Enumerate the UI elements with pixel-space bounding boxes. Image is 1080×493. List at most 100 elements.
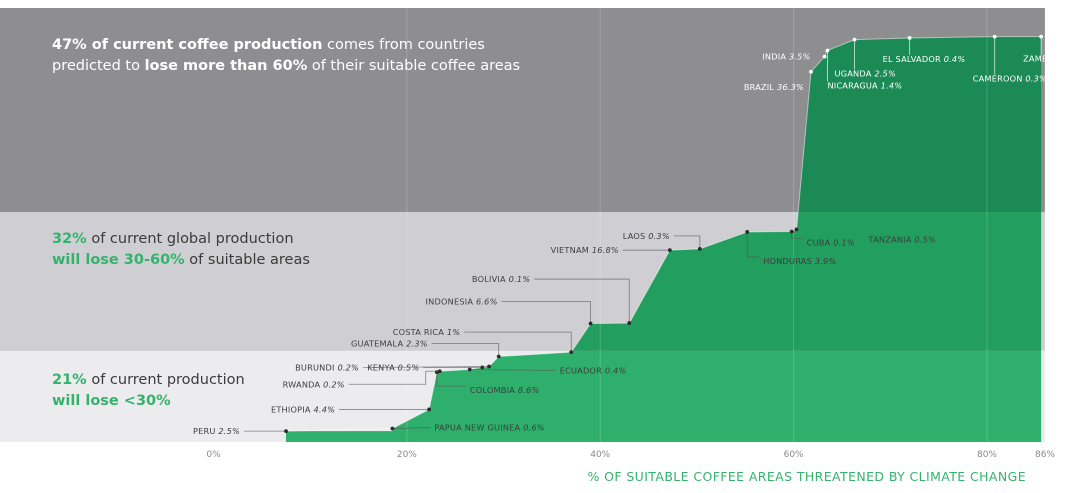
leader-rwanda xyxy=(348,370,440,385)
country-share: 0.5% xyxy=(914,234,936,244)
country-share: 0.6% xyxy=(523,423,545,433)
band-text-line: predicted to lose more than 60% of their… xyxy=(52,58,521,74)
point-brazil xyxy=(809,69,813,74)
x-tick-40: 40% xyxy=(590,450,610,460)
country-name: COLOMBIA xyxy=(470,385,518,395)
label-papua-new-guinea: PAPUA NEW GUINEA 0.6% xyxy=(434,423,544,433)
point-guatemala xyxy=(496,354,501,359)
label-burundi: BURUNDI 0.2% xyxy=(295,362,359,372)
band-text-line: will lose <30% xyxy=(52,393,171,409)
leader-papua-new-guinea xyxy=(392,427,431,429)
point-el-salvador xyxy=(907,36,912,40)
leader-burundi xyxy=(363,366,490,368)
point-bolivia xyxy=(627,321,632,325)
point-ethiopia xyxy=(427,407,432,412)
label-colombia: COLOMBIA 8.6% xyxy=(470,385,540,395)
country-share: 0.1% xyxy=(509,274,531,284)
label-el-salvador: EL SALVADOR 0.4% xyxy=(883,54,966,64)
country-share: 2.3% xyxy=(406,339,428,349)
country-share: 1% xyxy=(447,327,460,337)
band-text-high: 47% of current coffee production comes f… xyxy=(52,35,520,77)
country-name: ECUADOR xyxy=(560,366,605,376)
point-zambia xyxy=(1039,34,1044,39)
leader-guatemala xyxy=(431,343,500,357)
country-share: 0.3% xyxy=(1025,74,1047,84)
country-name: BOLIVIA xyxy=(472,274,509,284)
leader-costa-rica xyxy=(464,331,572,353)
point-cameroon xyxy=(992,34,997,39)
country-name: COSTA RICA xyxy=(393,327,447,337)
x-tick-0: 0% xyxy=(206,450,221,460)
y-axis-title: CUMULATED % OF WORLD COFFEE PRODUCTION xyxy=(1056,102,1070,407)
leader-cuba xyxy=(791,231,803,239)
label-cuba: CUBA 0.1% xyxy=(807,238,855,248)
country-name: GUATEMALA xyxy=(351,339,406,349)
point-kenya xyxy=(480,365,485,370)
country-name: CUBA xyxy=(807,238,834,248)
country-share: 2.5% xyxy=(874,69,896,79)
x-tick-80: 80% xyxy=(977,450,997,460)
country-share: 0% xyxy=(1059,54,1072,64)
label-vietnam: VIETNAM 16.8% xyxy=(551,245,619,255)
country-share: 3.5% xyxy=(789,52,811,62)
country-name: ZAMBIA xyxy=(1023,54,1059,64)
country-name: BURUNDI xyxy=(295,362,337,372)
country-share: 0.2% xyxy=(337,362,359,372)
label-zambia: ZAMBIA 0% xyxy=(1023,54,1072,64)
country-name: HONDURAS xyxy=(763,256,815,266)
label-cameroon: CAMEROON 0.3% xyxy=(973,74,1047,84)
country-name: INDIA xyxy=(762,52,789,62)
country-name: TANZANIA xyxy=(868,234,915,244)
country-share: 0.3% xyxy=(648,231,670,241)
label-nicaragua: NICARAGUA 1.4% xyxy=(827,81,902,91)
country-share: 0.2% xyxy=(323,379,345,389)
country-share: 6.6% xyxy=(476,297,498,307)
point-ecuador xyxy=(467,367,472,372)
point-nicaragua xyxy=(825,48,830,53)
country-name: NICARAGUA xyxy=(827,81,880,91)
x-tick-60: 60% xyxy=(784,450,804,460)
country-share: 2.5% xyxy=(218,426,240,436)
band-text-line: 21% of current production xyxy=(52,372,245,388)
label-indonesia: INDONESIA 6.6% xyxy=(426,297,498,307)
label-india: INDIA 3.5% xyxy=(762,52,810,62)
leader-colombia xyxy=(436,372,466,387)
point-cuba xyxy=(789,229,794,234)
band-text-line: 32% of current global production xyxy=(52,231,294,247)
label-ethiopia: ETHIOPIA 4.4% xyxy=(271,404,335,414)
country-name: EL SALVADOR xyxy=(883,54,944,64)
point-costa-rica xyxy=(569,350,574,355)
band-text-low: 21% of current production will lose <30% xyxy=(52,370,245,412)
point-honduras xyxy=(745,230,750,234)
point-rwanda xyxy=(437,369,442,374)
point-tanzania xyxy=(794,227,799,232)
x-tick-20: 20% xyxy=(397,450,417,460)
point-uganda xyxy=(852,37,857,42)
country-name: BRAZIL xyxy=(744,82,777,92)
leader-honduras xyxy=(746,231,760,258)
point-indonesia xyxy=(588,321,593,326)
label-ecuador: ECUADOR 0.4% xyxy=(560,366,627,376)
country-share: 1.4% xyxy=(881,81,903,91)
band-text-line: will lose 30-60% of suitable areas xyxy=(52,252,310,268)
country-share: 0.4% xyxy=(944,54,966,64)
x-axis-ticks: 0% 20% 40% 60% 80% 86% xyxy=(206,450,1055,460)
country-name: VIETNAM xyxy=(551,245,592,255)
label-bolivia: BOLIVIA 0.1% xyxy=(472,274,530,284)
country-name: ETHIOPIA xyxy=(271,404,314,414)
leader-bolivia xyxy=(534,278,630,324)
country-share: 16.8% xyxy=(592,245,619,255)
country-name: PERU xyxy=(193,426,218,436)
point-india xyxy=(822,54,827,59)
country-share: 3.9% xyxy=(815,256,837,266)
point-papua-new-guinea xyxy=(390,426,395,431)
area-segment-0 xyxy=(286,350,1042,442)
country-share: 4.4% xyxy=(314,404,336,414)
band-text-mid: 32% of current global production will los… xyxy=(52,229,310,271)
country-share: 0.1% xyxy=(833,238,855,248)
label-costa-rica: COSTA RICA 1% xyxy=(393,327,461,337)
label-brazil: BRAZIL 36.3% xyxy=(744,82,804,92)
country-share: 36.3% xyxy=(777,82,804,92)
label-rwanda: RWANDA 0.2% xyxy=(283,379,345,389)
